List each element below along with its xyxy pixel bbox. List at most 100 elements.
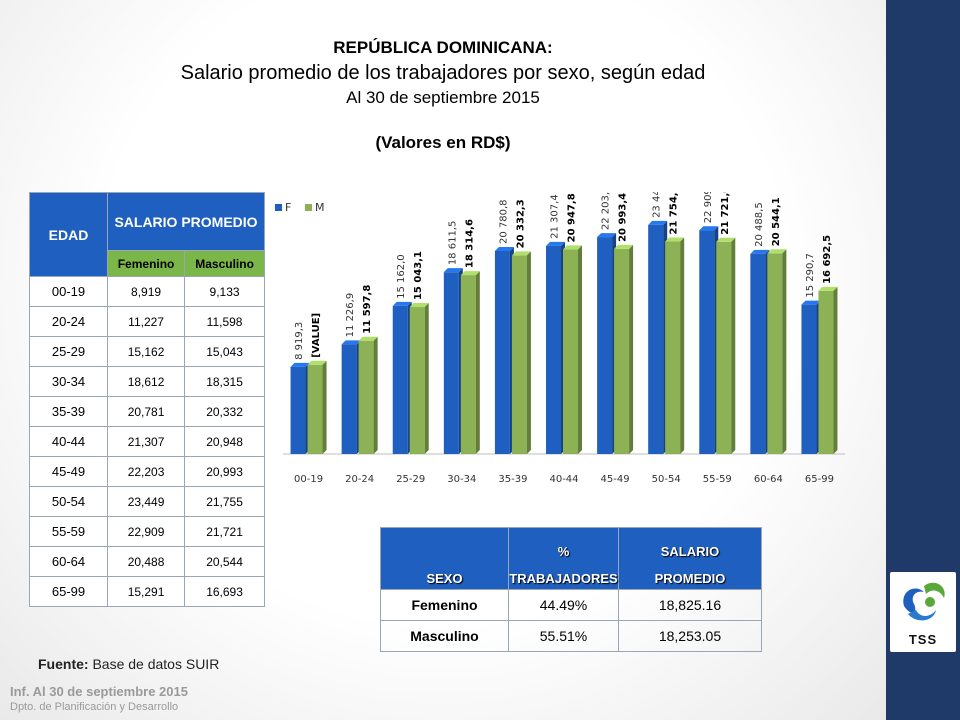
data-label: 23 448,7 — [652, 192, 663, 218]
bar-f — [750, 253, 766, 454]
male-cell: 20,332 — [184, 396, 265, 427]
data-label: 11 226,9 — [345, 293, 356, 338]
female-cell: 22,909 — [106, 516, 186, 547]
source-note: Fuente: Base de datos SUIR — [38, 656, 220, 672]
age-cell: 65-99 — [29, 576, 108, 607]
bar-m — [409, 307, 425, 454]
sexo-cell: Femenino — [380, 589, 509, 621]
header-femenino: Femenino — [106, 250, 186, 277]
bar-side — [833, 286, 838, 454]
male-cell: 21,755 — [184, 486, 265, 517]
table-row: 25-29 15,162 15,043 — [29, 336, 265, 367]
bar-f — [290, 366, 306, 454]
bar-top — [699, 226, 719, 231]
bar-f — [699, 230, 715, 454]
data-label: [VALUE] — [311, 313, 322, 358]
bar-f — [597, 237, 613, 454]
pct-cell: 44.49% — [508, 589, 619, 621]
data-label: 20 488,5 — [754, 202, 765, 247]
table-row: 65-99 15,291 16,693 — [29, 576, 265, 607]
bar-top — [614, 244, 634, 249]
age-cell: 20-24 — [29, 306, 108, 337]
logo-text: TSS — [908, 632, 938, 647]
x-tick-label: 00-19 — [294, 474, 323, 485]
header-salario: SALARIO PROMEDIO — [107, 192, 265, 251]
bar-top — [409, 303, 429, 308]
bar-top — [716, 237, 736, 242]
age-cell: 30-34 — [29, 366, 108, 397]
bar-top — [392, 301, 412, 306]
bar-side — [629, 244, 634, 454]
x-tick-label: 30-34 — [447, 474, 476, 485]
bar-m — [358, 340, 374, 454]
bar-side — [782, 249, 787, 454]
bar-side — [322, 360, 327, 454]
x-tick-label: 40-44 — [549, 474, 578, 485]
table-row: 00-19 8,919 9,133 — [29, 276, 265, 307]
data-label: 21 307,4 — [550, 194, 561, 239]
legend-swatch — [305, 204, 312, 211]
data-label: 15 290,7 — [805, 253, 816, 298]
age-cell: 35-39 — [29, 396, 108, 427]
data-label: 20 780,8 — [498, 199, 509, 244]
table-row: 50-54 23,449 21,755 — [29, 486, 265, 517]
table-row: Femenino 44.49% 18,825.16 — [380, 589, 762, 621]
table-row: 60-64 20,488 20,544 — [29, 546, 265, 577]
bar-m — [767, 253, 783, 454]
table-row: 40-44 21,307 20,948 — [29, 426, 265, 457]
salary-bar-chart: F M 8 919,3 [VALUE] 00-19 11 226,9 11 597,8 20-… — [275, 173, 845, 485]
bar-top — [307, 360, 327, 365]
female-cell: 21,307 — [106, 426, 186, 457]
data-label: 20 332,3 — [515, 199, 526, 248]
data-label: 21 721,0 — [720, 192, 731, 235]
x-tick-label: 35-39 — [498, 474, 527, 485]
bar-top — [801, 300, 821, 305]
data-label: 22 203,1 — [601, 192, 612, 230]
male-cell: 9,133 — [184, 276, 265, 307]
female-cell: 23,449 — [106, 486, 186, 517]
bar-top — [494, 246, 514, 251]
title-line-3: Al 30 de septiembre 2015 — [346, 88, 540, 107]
bar-top — [290, 362, 310, 367]
bar-top — [767, 249, 787, 254]
bar-top — [358, 336, 378, 341]
bar-m — [665, 241, 681, 454]
age-cell: 60-64 — [29, 546, 108, 577]
age-cell: 25-29 — [29, 336, 108, 367]
x-tick-label: 65-99 — [805, 474, 834, 485]
male-cell: 20,544 — [184, 546, 265, 577]
bar-side — [424, 303, 429, 454]
data-label: 16 692,5 — [822, 235, 833, 284]
bar-m — [716, 241, 732, 454]
bar-f — [801, 304, 817, 454]
bar-f — [392, 305, 408, 454]
table-row: 55-59 22,909 21,721 — [29, 516, 265, 547]
pct-cell: 55.51% — [508, 620, 619, 652]
male-cell: 20,993 — [184, 456, 265, 487]
data-label: 8 919,3 — [294, 322, 305, 360]
bar-m — [511, 255, 527, 454]
chart-area: F M 8 919,3 [VALUE] 00-19 11 226,9 11 597,8 20-… — [275, 173, 855, 497]
header-salario-promedio: SALARIO PROMEDIO — [618, 527, 762, 590]
bar-m — [307, 364, 323, 454]
data-label: 11 597,8 — [362, 285, 373, 334]
table-row: Masculino 55.51% 18,253.05 — [380, 620, 762, 652]
header-masculino: Masculino — [184, 250, 265, 277]
table-row: 30-34 18,612 18,315 — [29, 366, 265, 397]
bar-top — [546, 241, 565, 246]
salary-cell: 18,825.16 — [618, 589, 762, 621]
male-cell: 16,693 — [184, 576, 265, 607]
bar-side — [731, 237, 736, 454]
bar-f — [546, 245, 561, 454]
bar-f — [341, 344, 357, 454]
bar-f — [494, 250, 510, 454]
tss-logo-icon — [903, 582, 945, 621]
header-sexo: SEXO — [380, 527, 509, 590]
age-cell: 55-59 — [29, 516, 108, 547]
x-tick-label: 25-29 — [396, 474, 425, 485]
bar-top — [563, 245, 582, 250]
female-cell: 22,203 — [106, 456, 186, 487]
bar-top — [341, 340, 361, 345]
bar-top — [665, 237, 685, 242]
data-label: 22 909,3 — [703, 192, 714, 223]
